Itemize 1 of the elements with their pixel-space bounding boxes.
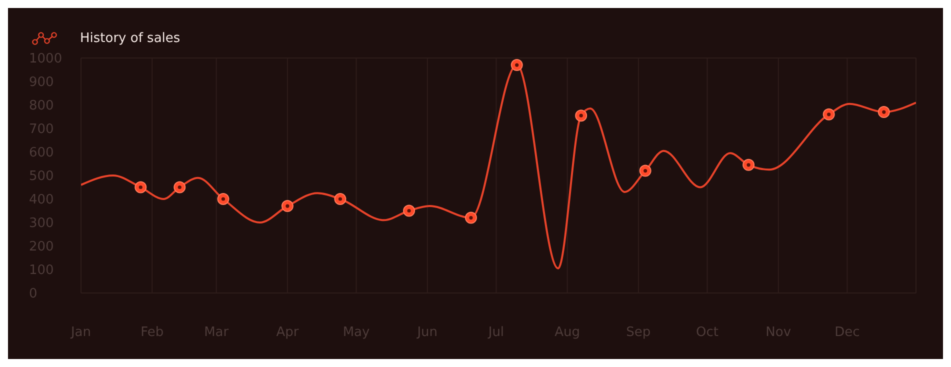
legend-label: History of sales xyxy=(80,30,180,46)
